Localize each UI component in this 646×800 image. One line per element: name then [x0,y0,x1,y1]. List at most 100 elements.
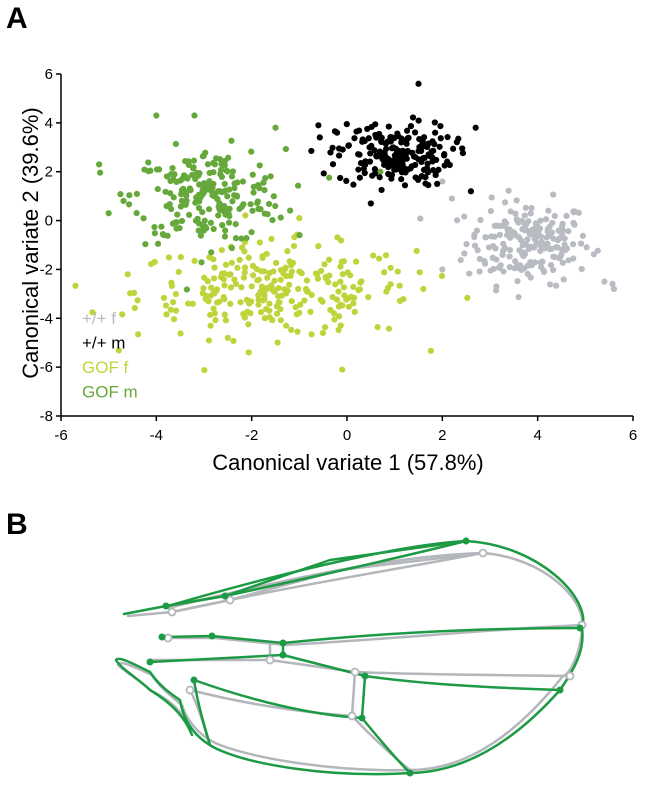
data-point [275,293,282,300]
data-point [366,144,373,151]
data-point [471,242,479,249]
data-point [294,328,301,335]
data-point [392,166,399,173]
data-point [169,165,176,172]
data-point [339,271,346,278]
data-point [248,298,255,305]
wild-type-landmark [185,685,195,695]
data-point [303,277,311,284]
data-point [482,234,490,241]
data-point [210,275,218,282]
chart-points [72,80,618,374]
data-point [441,152,448,159]
data-point [172,290,180,298]
data-point [240,201,247,208]
data-point [337,174,344,182]
data-point [117,191,124,198]
data-point [459,145,466,152]
data-point [560,276,567,283]
data-point [351,294,358,301]
data-point [296,268,303,275]
data-point [330,310,338,317]
data-point [178,191,185,198]
data-point [221,270,228,277]
data-point [553,282,560,289]
data-point [332,281,339,288]
data-point [559,230,566,238]
data-point [218,166,225,174]
data-point [514,278,521,285]
data-point [219,222,226,229]
legend-entry-0: +/+ f [82,309,116,328]
data-point [432,168,439,176]
data-point [183,192,190,199]
data-point [172,140,179,148]
data-point [248,283,255,290]
data-point [565,257,572,264]
data-point [540,267,547,274]
data-point [127,290,134,297]
gof-landmark [576,624,584,632]
data-point [245,321,252,328]
data-point [373,134,380,141]
data-point [387,264,394,271]
data-point [448,195,455,202]
data-point [238,235,245,242]
data-point [382,152,389,160]
data-point [224,193,231,200]
data-point [382,252,390,259]
data-point [268,235,275,243]
data-point [151,223,158,231]
data-point [228,244,236,252]
data-point [387,134,394,141]
data-point [282,290,290,297]
data-point [335,152,343,159]
data-point [481,260,489,267]
data-point [437,122,444,130]
data-point [206,254,213,261]
data-point [353,258,360,265]
data-point [570,255,577,262]
data-point [506,226,513,233]
data-point [394,268,401,275]
y-tick-label: -2 [40,261,53,278]
data-point [313,271,321,278]
data-point [249,262,257,270]
gof-landmark [358,714,366,722]
data-point [221,282,228,289]
data-point [513,216,520,223]
data-point [371,166,379,173]
data-point [464,294,471,301]
data-point [232,221,239,228]
data-point [151,230,159,237]
data-point [236,205,243,213]
data-point [221,311,228,318]
data-point [162,188,169,195]
data-point [459,150,467,157]
data-point [351,308,358,316]
data-point [545,207,552,214]
data-point [186,185,193,192]
data-point [205,206,213,213]
data-point [367,150,374,157]
data-point [544,240,551,247]
data-point [339,302,346,309]
gof-landmark [462,537,470,545]
data-point [558,251,565,258]
data-point [211,264,218,271]
data-point [393,153,401,161]
data-point [521,251,528,258]
data-point [446,161,453,169]
data-point [432,129,439,136]
data-point [429,154,436,161]
data-point [233,192,240,199]
data-point [539,258,546,265]
wild-type-landmark [163,633,173,643]
data-point [476,268,483,275]
gof-landmark [208,632,216,640]
data-point [142,241,149,248]
y-tick-label: 6 [45,66,53,83]
data-point [350,300,357,307]
data-point [177,203,184,210]
